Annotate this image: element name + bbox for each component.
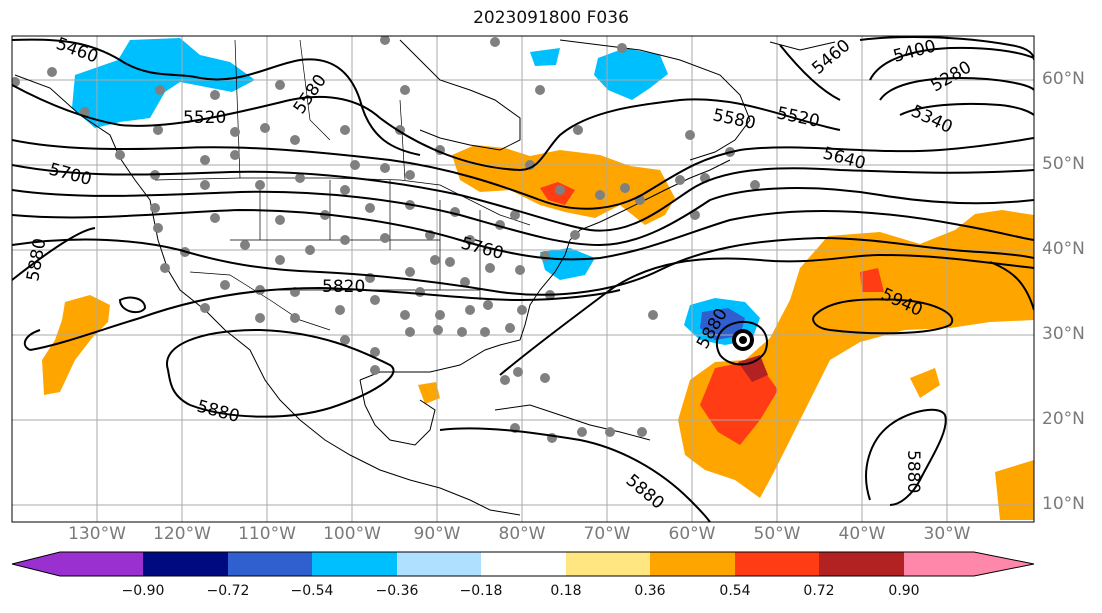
- colorbar-segment: [143, 552, 228, 576]
- fill-east-orange2: [995, 460, 1034, 520]
- lat-label-30n: 30°N: [1042, 324, 1085, 344]
- colorbar-tick-neg018: −0.18: [459, 583, 503, 599]
- contour-label-5520-east: 5520: [775, 103, 821, 132]
- map-title: 2023091800 F036: [473, 8, 629, 28]
- lat-label-20n: 20°N: [1042, 409, 1085, 429]
- anomaly-fills: [42, 38, 1034, 520]
- colorbar-tick-090: 0.90: [888, 583, 920, 599]
- lon-label-110w: 110°W: [238, 524, 296, 544]
- colorbar-tick-neg036: −0.36: [375, 583, 419, 599]
- fill-gulf-orange: [418, 382, 440, 404]
- colorbar-tick-neg072: −0.72: [206, 583, 250, 599]
- contour-label-5400: 5400: [891, 36, 938, 67]
- contour-label-5700-west: 5700: [47, 160, 94, 191]
- lat-label-40n: 40°N: [1042, 239, 1085, 259]
- lon-label-30w: 30°W: [923, 524, 971, 544]
- colorbar-segment: [904, 552, 1034, 576]
- contour-label-5880-carib: 5880: [622, 471, 668, 514]
- colorbar-segment: [12, 552, 143, 576]
- contour-label-5280: 5280: [928, 57, 975, 96]
- fill-pacific-orange: [42, 295, 110, 395]
- fill-east-orange1: [910, 368, 940, 398]
- contour-label-5520-west: 5520: [183, 108, 226, 128]
- lon-label-120w: 120°W: [153, 524, 211, 544]
- height-contours: [12, 36, 1034, 522]
- colorbar-segment: [650, 552, 735, 576]
- fill-atlantic-darkred: [738, 355, 768, 382]
- lon-label-60w: 60°W: [668, 524, 716, 544]
- colorbar-tick-072: 0.72: [803, 583, 835, 599]
- lon-label-80w: 80°W: [498, 524, 546, 544]
- lon-label-100w: 100°W: [323, 524, 381, 544]
- lon-label-70w: 70°W: [583, 524, 631, 544]
- colorbar-tick-neg090: −0.90: [121, 583, 165, 599]
- colorbar-tick-018: 0.18: [550, 583, 582, 599]
- fill-labrador-blue: [594, 48, 668, 100]
- contour-label-5580-east: 5580: [711, 105, 757, 134]
- lon-label-40w: 40°W: [838, 524, 886, 544]
- fill-hudson-blue: [530, 48, 560, 66]
- colorbar-segment: [228, 552, 312, 576]
- contour-label-5880-gulf: 5880: [195, 397, 242, 428]
- colorbar-tick-036: 0.36: [634, 583, 666, 599]
- contour-label-5460-west: 5460: [53, 34, 100, 68]
- colorbar-segments: [12, 552, 1034, 576]
- lon-label-50w: 50°W: [753, 524, 801, 544]
- contour-label-5760: 5760: [459, 234, 506, 265]
- lat-label-60n: 60°N: [1042, 69, 1085, 89]
- colorbar-segment: [312, 552, 397, 576]
- fill-atlantic-red: [700, 362, 778, 445]
- colorbar-tick-neg054: −0.54: [290, 583, 334, 599]
- contour-label-5880-east: 5880: [903, 450, 923, 493]
- contour-label-5580-west: 5580: [290, 71, 331, 118]
- fill-alaska-blue: [72, 38, 255, 128]
- lon-label-90w: 90°W: [413, 524, 461, 544]
- colorbar-tick-054: 0.54: [719, 583, 751, 599]
- colorbar-segment: [397, 552, 481, 576]
- colorbar-segment: [735, 552, 819, 576]
- colorbar-segment: [566, 552, 650, 576]
- contour-label-5820: 5820: [322, 277, 365, 297]
- map-frame: [11, 35, 1035, 523]
- hurricane-marker: [732, 329, 754, 351]
- colorbar-segment: [481, 552, 566, 576]
- colorbar-outline: [11, 551, 1035, 577]
- fill-atlantic-orange: [678, 210, 1034, 498]
- lat-label-50n: 50°N: [1042, 154, 1085, 174]
- fill-mid-atlantic-blue: [540, 248, 595, 280]
- colorbar: [11, 551, 1035, 577]
- graticule: [12, 36, 1034, 522]
- lon-label-130w: 130°W: [68, 524, 126, 544]
- fill-storm-midblue: [700, 308, 745, 340]
- fill-central-red: [860, 268, 884, 292]
- contour-label-5460-east: 5460: [808, 36, 854, 79]
- lat-label-10n: 10°N: [1042, 494, 1085, 514]
- colorbar-segment: [819, 552, 904, 576]
